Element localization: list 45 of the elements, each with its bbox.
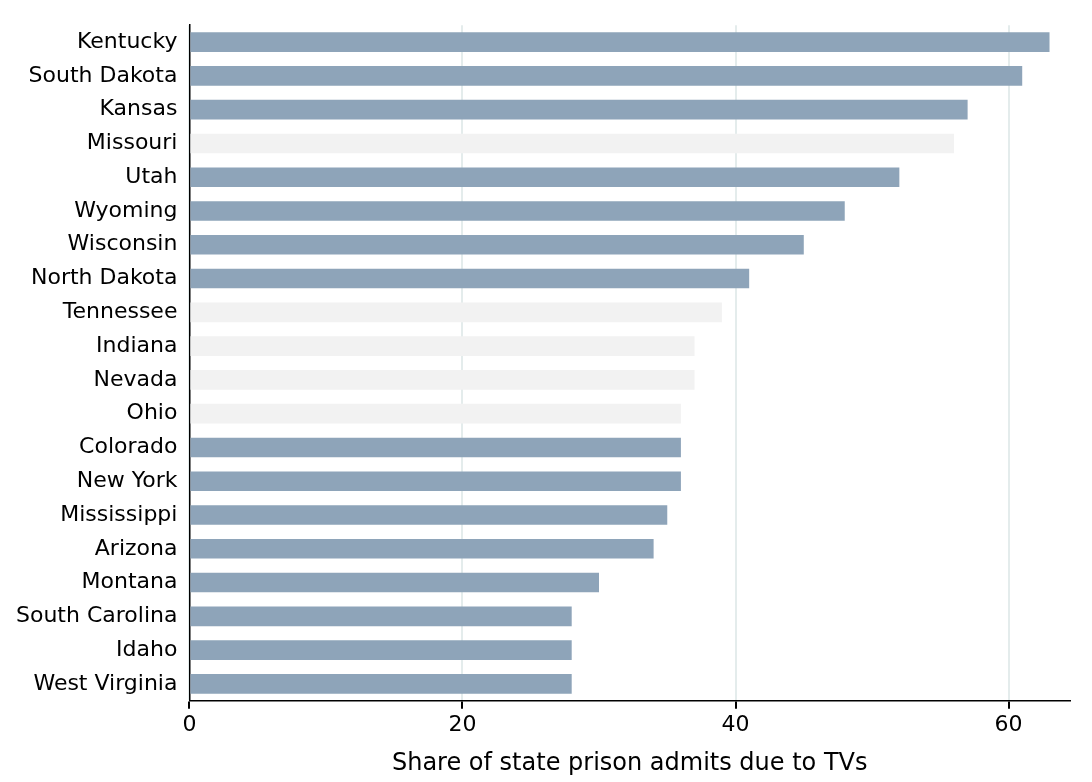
bar	[190, 640, 572, 660]
bar	[190, 32, 1050, 52]
y-tick-label: Indiana	[96, 331, 178, 357]
y-tick-label: Ohio	[126, 399, 178, 425]
x-tick-label: 60	[994, 710, 1023, 736]
x-axis-title: Share of state prison admits due to TVs	[391, 747, 868, 776]
y-tick-label: South Dakota	[28, 61, 178, 87]
y-tick-label: Missouri	[86, 129, 178, 155]
bar	[190, 99, 968, 120]
y-tick-label: Nevada	[93, 365, 178, 391]
bar	[190, 572, 600, 593]
y-tick-label: Arizona	[94, 534, 178, 560]
y-tick-label: Utah	[125, 162, 178, 188]
bar	[190, 403, 681, 424]
bar	[190, 370, 695, 390]
bar	[190, 302, 722, 323]
bar	[190, 505, 668, 525]
bar	[190, 234, 804, 255]
x-tick-label: 40	[721, 710, 750, 736]
y-tick-label: Kentucky	[76, 27, 178, 53]
bar	[190, 268, 750, 289]
y-tick-label: North Dakota	[30, 264, 178, 290]
y-tick-label: Tennessee	[61, 298, 178, 324]
y-tick-label: Mississippi	[60, 500, 178, 526]
y-tick-label: West Virginia	[33, 669, 178, 695]
y-tick-label: South Carolina	[15, 602, 178, 628]
bar	[190, 606, 572, 627]
bar	[190, 167, 900, 188]
x-tick-label: 20	[448, 710, 477, 736]
bar	[190, 471, 681, 492]
y-tick-label: Montana	[81, 568, 178, 594]
bar	[190, 674, 572, 694]
bar	[190, 133, 954, 154]
y-tick-label: Idaho	[116, 635, 178, 661]
bar	[190, 201, 845, 221]
bar	[190, 437, 681, 458]
y-tick-label: Kansas	[99, 95, 178, 121]
x-tick-label: 0	[182, 710, 197, 736]
bar	[190, 336, 695, 356]
bar	[190, 66, 1023, 86]
bar	[190, 538, 654, 559]
y-tick-label: Wisconsin	[67, 230, 178, 256]
y-tick-label: Colorado	[79, 433, 178, 459]
y-tick-label: Wyoming	[74, 196, 178, 222]
y-tick-label: New York	[76, 466, 178, 492]
